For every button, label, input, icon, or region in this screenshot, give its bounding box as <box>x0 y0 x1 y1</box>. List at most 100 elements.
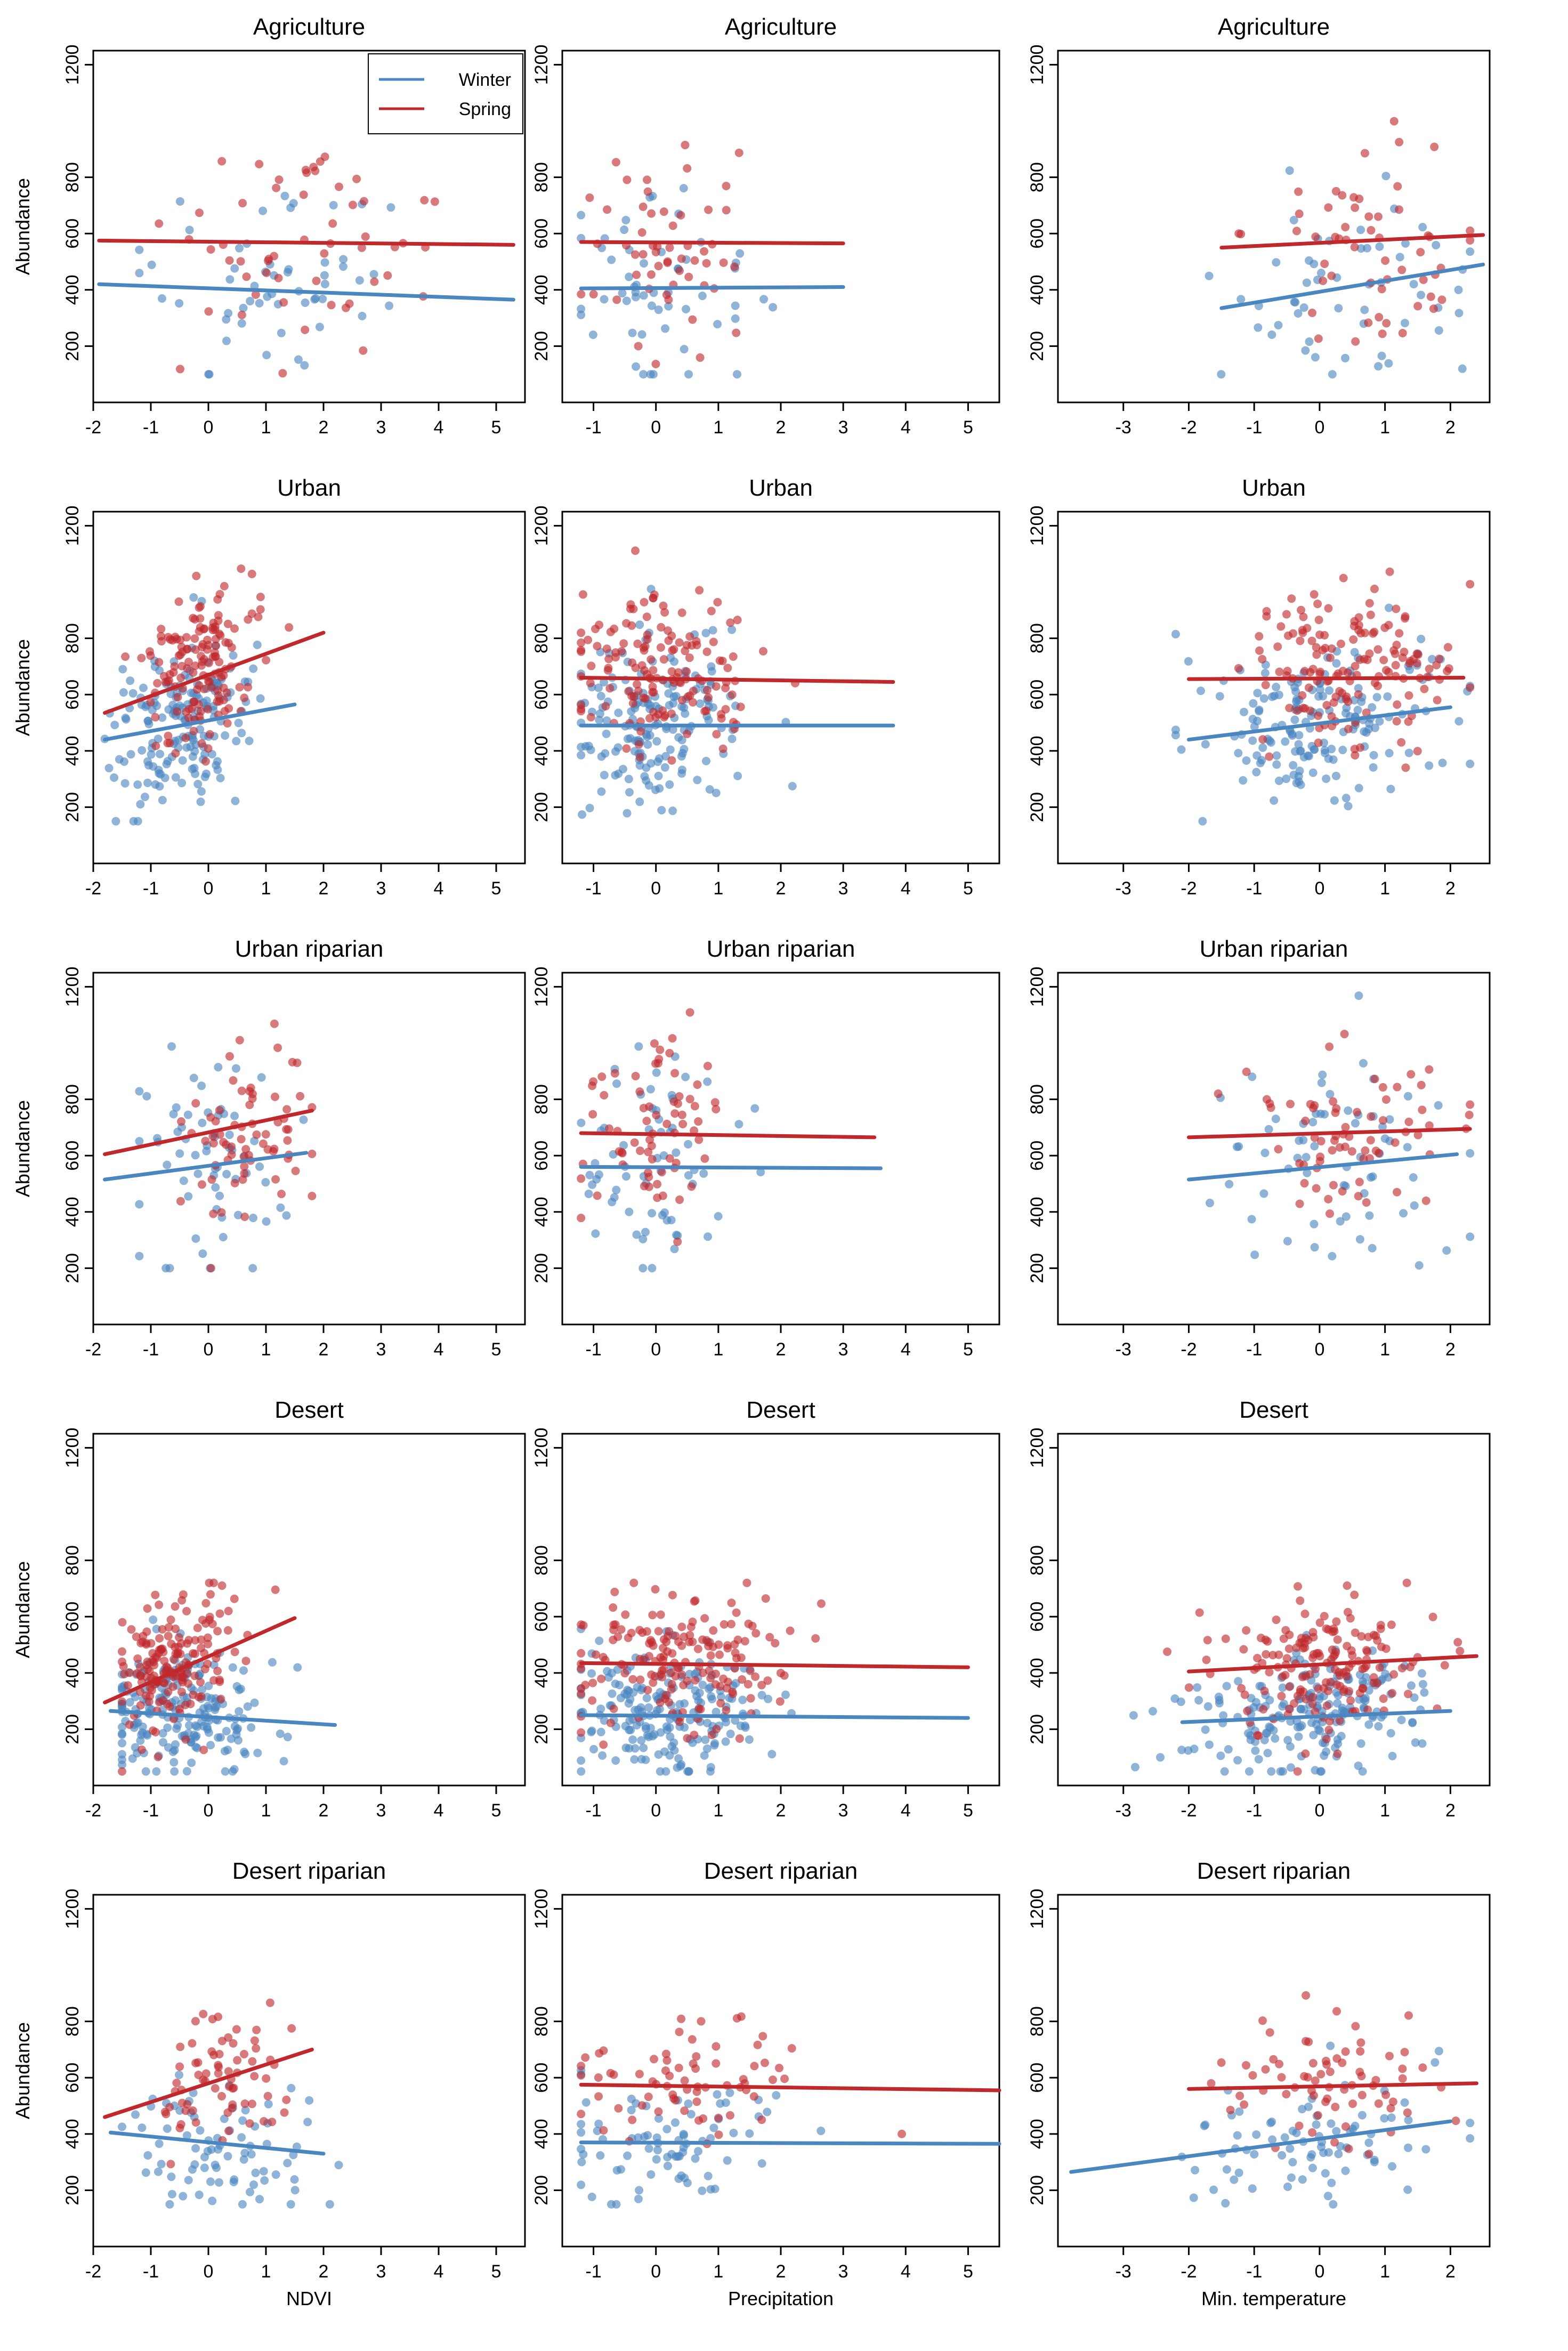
spring-point <box>1184 1683 1193 1692</box>
spring-point <box>758 2032 767 2041</box>
spring-point <box>1379 1694 1388 1703</box>
winter-point <box>255 2195 264 2204</box>
spring-point <box>640 646 649 655</box>
spring-point <box>261 1130 270 1139</box>
spring-point <box>1300 1179 1309 1188</box>
spring-point <box>217 1581 227 1590</box>
winter-point <box>169 1110 178 1119</box>
spring-point <box>1376 1621 1385 1630</box>
spring-point <box>1370 584 1379 593</box>
spring-point <box>1338 1187 1347 1196</box>
winter-point <box>293 1663 302 1672</box>
spring-point <box>173 707 182 716</box>
spring-point <box>726 1620 735 1629</box>
winter-point <box>644 781 653 790</box>
spring-point <box>609 1603 618 1612</box>
spring-point <box>1393 700 1402 709</box>
winter-point <box>666 653 675 662</box>
y-tick-label: 200 <box>62 1714 83 1744</box>
winter-point <box>1267 2117 1276 2126</box>
spring-point <box>229 2083 238 2093</box>
winter-point <box>704 1232 713 1241</box>
spring-point <box>690 1102 699 1111</box>
spring-point <box>203 1659 212 1668</box>
winter-point <box>1442 1246 1451 1255</box>
winter-point <box>287 2083 296 2093</box>
spring-point <box>245 1100 254 1109</box>
spring-point <box>178 648 187 657</box>
spring-point <box>181 2106 190 2115</box>
spring-point <box>611 158 620 167</box>
spring-point <box>213 1667 222 1676</box>
spring-point <box>597 1674 606 1683</box>
spring-point <box>640 597 649 607</box>
spring-point <box>735 1734 744 1743</box>
spring-point <box>164 1623 173 1632</box>
winter-point <box>1403 1092 1412 1101</box>
winter-point <box>1308 768 1318 777</box>
spring-point <box>1365 649 1374 658</box>
x-tick-label: 1 <box>261 2261 271 2282</box>
winter-point <box>646 1085 655 1094</box>
spring-point <box>190 1649 199 1658</box>
panel-1: Agriculture-2 -1 0 1 2 3 4 52004006008001200Abu… <box>12 14 526 438</box>
spring-point <box>711 1680 720 1689</box>
winter-point <box>282 1211 291 1220</box>
winter-point <box>1230 2175 1239 2184</box>
winter-point <box>1378 1122 1387 1131</box>
winter-point <box>1309 1731 1318 1740</box>
spring-point <box>224 2033 233 2042</box>
spring-point <box>282 1105 292 1114</box>
points <box>577 1008 765 1273</box>
winter-point <box>648 1209 657 1218</box>
winter-point <box>118 1739 126 1748</box>
spring-point <box>1338 666 1347 675</box>
spring-point <box>1297 605 1306 615</box>
winter-point <box>233 1736 243 1745</box>
winter-point <box>143 757 152 766</box>
spring-point <box>1328 1146 1337 1155</box>
spring-point <box>171 749 180 758</box>
winter-point <box>197 1685 206 1694</box>
spring-point <box>577 2062 586 2071</box>
winter-point <box>232 1726 241 1735</box>
spring-point <box>1307 2086 1316 2095</box>
winter-point <box>1384 603 1393 612</box>
winter-point <box>767 1750 777 1759</box>
winter-point <box>657 806 666 815</box>
winter-point <box>196 797 205 806</box>
spring-point <box>164 731 173 740</box>
winter-point <box>661 1767 670 1776</box>
winter-point <box>1289 761 1298 770</box>
spring-point <box>628 699 637 708</box>
spring-point <box>688 698 697 707</box>
winter-point <box>1283 2182 1292 2191</box>
spring-point <box>1392 717 1401 726</box>
spring-point <box>136 1670 145 1679</box>
spring-point <box>181 733 190 742</box>
winter-point <box>667 1090 676 1100</box>
y-tick-label: 800 <box>1027 1545 1047 1576</box>
winter-point <box>643 740 652 749</box>
spring-point <box>230 1647 239 1657</box>
spring-point <box>224 2067 233 2076</box>
spring-point <box>1319 1684 1328 1693</box>
spring-point <box>1367 1112 1376 1121</box>
spring-point <box>190 634 199 643</box>
spring-point <box>1395 138 1404 147</box>
spring-point <box>723 664 732 673</box>
spring-point <box>1428 1612 1437 1621</box>
winter-point <box>129 817 138 826</box>
spring-point <box>1242 2061 1251 2070</box>
winter-point <box>246 2187 255 2196</box>
spring-point <box>704 693 713 702</box>
x-tick-label: -3 <box>1116 1339 1131 1360</box>
winter-point <box>198 1249 207 1258</box>
winter-point <box>1184 1746 1193 1755</box>
winter-point <box>1201 740 1210 749</box>
spring-point <box>746 1666 755 1675</box>
winter-point <box>315 322 324 332</box>
winter-point <box>125 1698 134 1707</box>
spring-point <box>584 635 593 644</box>
spring-point <box>1255 646 1264 655</box>
